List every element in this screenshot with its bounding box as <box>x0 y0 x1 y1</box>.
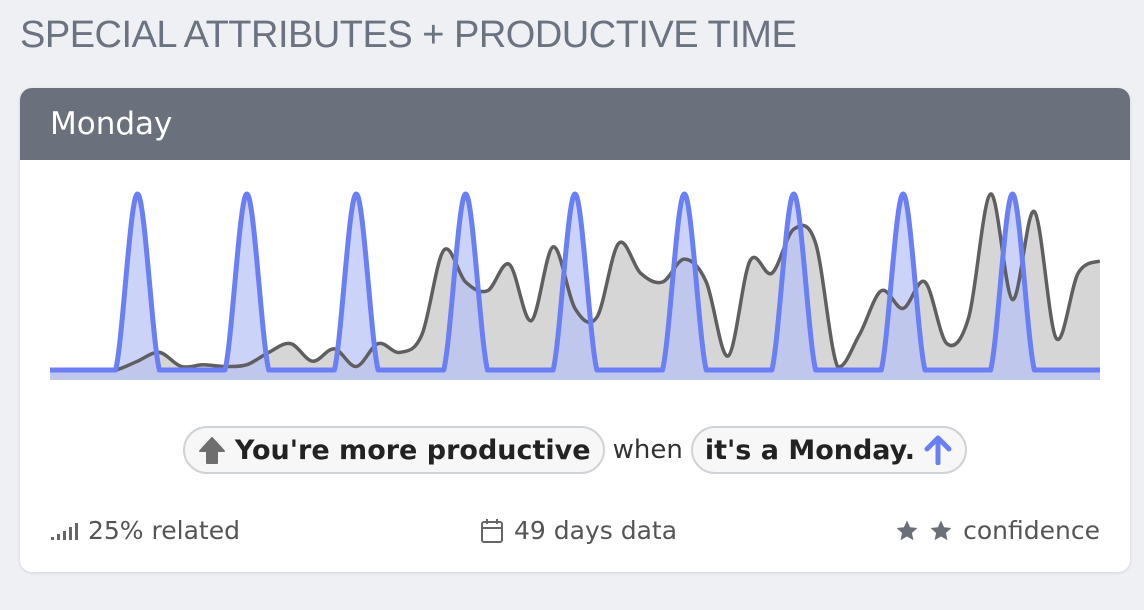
related-text: 25% related <box>88 516 240 545</box>
confidence-text: confidence <box>963 516 1100 545</box>
star-icon <box>895 519 919 543</box>
confidence-stat: confidence <box>895 516 1100 545</box>
signal-bars-icon <box>50 521 78 541</box>
attribute-text: it's a Monday. <box>704 434 916 466</box>
insight-statement: You're more productive when it's a Monda… <box>20 426 1130 474</box>
connector-text: when <box>612 435 683 465</box>
productivity-chart <box>50 191 1100 380</box>
monday-line <box>50 191 1100 373</box>
star-icon <box>929 519 953 543</box>
days-text: 49 days data <box>514 516 678 545</box>
related-stat: 25% related <box>50 516 240 545</box>
monday-area <box>50 194 1100 380</box>
productivity-line <box>50 192 1100 372</box>
insight-card: Monday You're more productive when it's … <box>20 88 1130 572</box>
card-title: Monday <box>50 106 173 142</box>
productivity-text: You're more productive <box>234 434 591 466</box>
attribute-pill: it's a Monday. <box>690 426 968 474</box>
card-header: Monday <box>20 88 1130 160</box>
productivity-pill: You're more productive <box>182 426 605 474</box>
calendar-icon <box>480 518 504 544</box>
arrow-up-icon <box>923 435 953 465</box>
days-stat: 49 days data <box>480 516 677 545</box>
section-title: SPECIAL ATTRIBUTES + PRODUCTIVE TIME <box>20 14 797 56</box>
arrow-up-icon <box>197 435 227 465</box>
